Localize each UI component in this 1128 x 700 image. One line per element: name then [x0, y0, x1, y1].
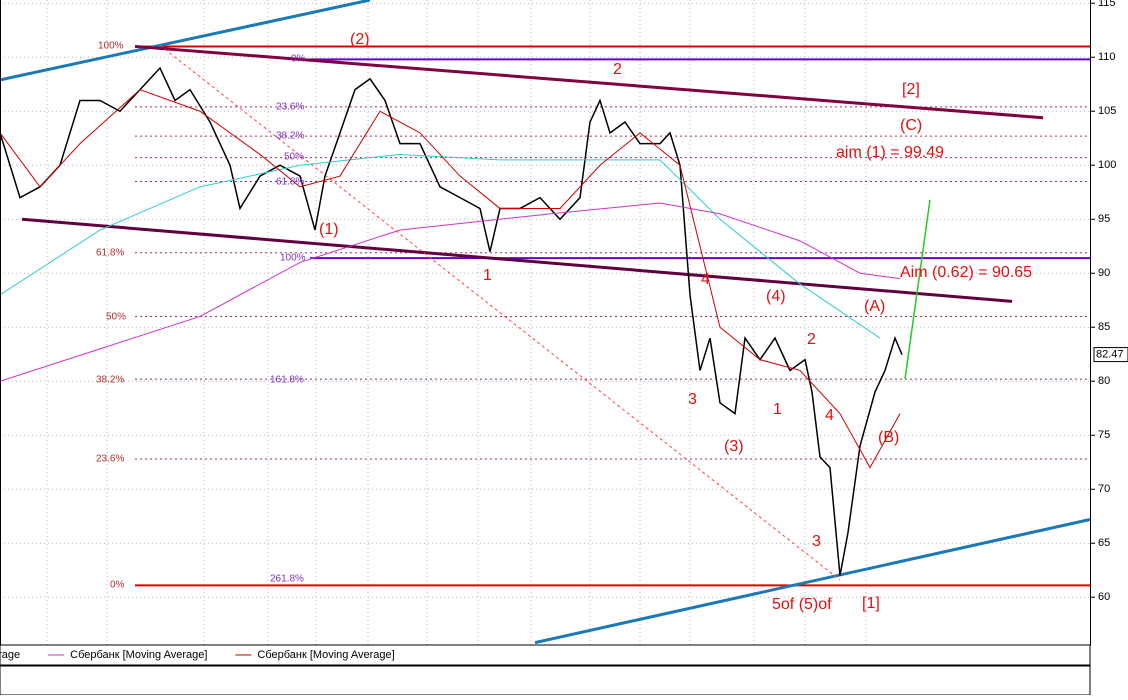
fib-label: 0%: [110, 580, 125, 591]
y-tick-label: 105: [1098, 105, 1116, 117]
trend-line: [0, 0, 371, 82]
wave-label: 2: [613, 61, 622, 78]
annotations: 100% 0% 23.6% 38.2% 50% 61.8% 100% 161.8…: [96, 31, 1032, 613]
y-tick-label: 65: [1098, 537, 1110, 549]
legend-strip: [0, 644, 1091, 666]
moving-average: [0, 202, 901, 382]
wave-label: [2]: [902, 81, 920, 98]
wave-label: (4): [766, 288, 786, 305]
y-tick-label: 85: [1098, 321, 1110, 333]
wave-label: 3: [812, 533, 821, 550]
moving-average: [0, 153, 881, 339]
trend-line: [134, 44, 1044, 120]
y-tick-label: 115: [1098, 0, 1116, 9]
price-line: [904, 199, 931, 380]
wave-label: 2: [807, 331, 816, 348]
fib-label: 50%: [106, 312, 126, 323]
y-tick-label: 75: [1098, 429, 1110, 441]
y-tick-label: 110: [1098, 51, 1116, 63]
y-tick-label: 80: [1098, 375, 1110, 387]
moving-average: [0, 89, 901, 469]
trend-line: [534, 518, 1091, 645]
fib-label: 100%: [280, 253, 306, 264]
legend-label: Сбербанк [Moving Average]: [257, 649, 394, 661]
wave-label: 4: [825, 407, 834, 424]
legend-label: Сбербанк [Moving Average]: [70, 649, 207, 661]
fib-label: 50%: [284, 152, 304, 163]
axis-strip: [0, 665, 1091, 696]
wave-label: 5of (5)of: [772, 596, 832, 613]
wave-label: (3): [724, 438, 744, 455]
y-tick-label: 90: [1098, 267, 1110, 279]
y-tick-label: 100: [1098, 159, 1116, 171]
y-tick-label: 70: [1098, 483, 1110, 495]
trend-line: [159, 44, 841, 581]
fib-label: 38.2%: [276, 131, 304, 142]
y-tick-label: 60: [1098, 591, 1110, 603]
price-line: [0, 66, 903, 576]
fib-label: 261.8%: [270, 574, 304, 585]
wave-label: 4: [701, 271, 710, 288]
wave-label: [1]: [862, 595, 880, 612]
fib-label: 23.6%: [276, 102, 304, 113]
legend-label: erage: [0, 649, 20, 661]
aim-label: Aim (0.62) = 90.65: [900, 264, 1032, 281]
fib-label: 161.8%: [270, 375, 304, 386]
last-price-box: [1093, 347, 1128, 363]
wave-label: (A): [864, 298, 885, 315]
trend-line: [21, 217, 1013, 303]
fib-label: 38.2%: [96, 375, 124, 386]
aim-label: aim (1) = 99.49: [836, 144, 944, 161]
fib-label: 61.8%: [276, 177, 304, 188]
wave-label: 3: [688, 391, 697, 408]
fib-label: 100%: [98, 41, 124, 52]
wave-label: 1: [483, 267, 492, 284]
last-price: 82.47: [1096, 348, 1124, 360]
wave-label: (1): [319, 221, 339, 238]
fib-label: 61.8%: [96, 248, 124, 259]
wave-label: (B): [878, 429, 899, 446]
wave-label: (C): [900, 117, 922, 134]
fib-label: 23.6%: [96, 454, 124, 465]
wave-label: (2): [350, 31, 370, 48]
y-tick-label: 95: [1098, 213, 1110, 225]
fib-label: 0%: [291, 54, 306, 65]
wave-label: 1: [773, 401, 782, 418]
